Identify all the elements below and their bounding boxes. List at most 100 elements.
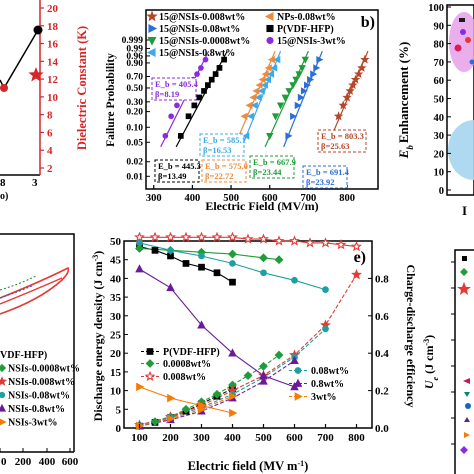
panel-b-point xyxy=(221,56,227,63)
panel-e-y2-tick-label: 0.6 xyxy=(375,311,389,323)
panel-bl-frame xyxy=(0,233,75,452)
panel-b-eb-label: E_b = 575.0 xyxy=(205,161,248,171)
panel-e-x-tick-label: 700 xyxy=(317,432,334,444)
panel-e-legend-marker xyxy=(294,392,303,401)
panel-e-point xyxy=(136,382,145,392)
panel-b-point xyxy=(290,112,298,120)
panel-e-x-axis-label: Electric field (MV m-1) xyxy=(188,459,309,474)
panel-bl-legend-marker xyxy=(0,403,7,412)
panel-rt-y-tick-label: 30 xyxy=(434,131,445,142)
panel-b-point xyxy=(350,74,361,84)
panel-e-point xyxy=(260,269,267,277)
panel-e-point xyxy=(289,235,300,246)
panel-bl-x-tick-label: 600 xyxy=(62,456,79,468)
panel-e-legend: P(VDF-HFP)0.0008wt% 0.008wt% 0.08wt% 0.8wt%… xyxy=(141,347,349,403)
panel-a-y-axis-label: Dielectric Constant (K) xyxy=(75,26,89,150)
panel-a-x-tick-2: 3 xyxy=(32,177,38,189)
panel-e-point xyxy=(229,278,236,286)
panel-b-annotation-box xyxy=(151,77,197,101)
panel-e-point xyxy=(182,260,190,267)
panel-e-frame xyxy=(123,240,373,429)
panel-f-marker-square xyxy=(462,256,467,261)
panel-b-y-tick-label: 0.90 xyxy=(126,59,143,69)
panel-e-y-tick-label: 35 xyxy=(110,292,122,304)
panel-rt-marker-square xyxy=(459,18,465,22)
panel-e-point xyxy=(304,237,316,248)
panel-a-ticks: 2 4 6 8 10 12 14 16 18 20 xyxy=(40,3,59,175)
panel-b-x-tick-label: 700 xyxy=(301,193,317,204)
panel-e-y2-tick-label: 0.4 xyxy=(375,348,389,360)
panel-rt-marker-circle-4 xyxy=(469,59,474,65)
panel-b-point xyxy=(242,132,250,140)
panel-bl-legend-marker xyxy=(0,376,8,386)
panel-e-point xyxy=(151,247,159,254)
panel-e-y-tick-label: 20 xyxy=(110,348,122,360)
panel-b-y-tick-label: 0.01 xyxy=(126,172,143,182)
panel-e-x-tick-label: 800 xyxy=(348,432,365,444)
panel-e-point xyxy=(167,414,176,423)
panel-b-annotation-box xyxy=(302,165,348,189)
panel-e-point xyxy=(320,237,331,248)
panel-rt-y-tick-label: 60 xyxy=(434,76,445,87)
panel-b-point xyxy=(260,81,268,89)
panel-rt-y-tick-label: 40 xyxy=(434,113,445,124)
panel-rt-y-tick-label: 50 xyxy=(434,95,445,106)
panel-e-legend-entry: 0.008wt% xyxy=(163,372,206,383)
panel-b-point xyxy=(338,100,348,110)
panel-b-legend-marker xyxy=(146,10,158,22)
panel-bl-legend-entry: NSIs-0.08wt% xyxy=(8,391,70,402)
panel-e-point xyxy=(273,235,285,246)
panel-f-frame xyxy=(454,249,474,474)
panel-b-eb-label: E_b = 585.1 xyxy=(203,135,246,145)
panel-e: 100 200 300 400 500 600 700 800 0 5 10 15 20 25 30 35 40… xyxy=(91,231,418,474)
panel-e-x-tick-label: 400 xyxy=(224,432,241,444)
panel-b-point xyxy=(297,93,305,102)
panel-b-point xyxy=(196,94,203,101)
panel-b-beta-label: β=25.63 xyxy=(321,141,349,151)
panel-b-point xyxy=(216,65,223,71)
panel-e-point xyxy=(227,231,238,242)
panel-e-point xyxy=(291,276,298,284)
panel-b-point xyxy=(316,55,324,64)
panel-b-point xyxy=(289,82,297,90)
panel-b-legend-entry: 15@NSIs-0.08wt% xyxy=(159,24,240,35)
panel-rt-ticks: 0 10 20 30 40 50 60 70 80 90 100 xyxy=(428,3,451,197)
panel-b-y-tick-label: 0.05 xyxy=(126,138,143,148)
panel-b-annotation-boxes: E_b = 405.4β=8.19E_b = 585.1β=16.53E_b =… xyxy=(151,77,367,189)
panel-b-x-tick-label: 500 xyxy=(223,193,239,204)
panel-rt-y-tick-label: 20 xyxy=(434,149,445,160)
panel-b-point xyxy=(205,82,211,88)
panel-a-y-tick-label: 2 xyxy=(47,163,53,175)
panel-e-point xyxy=(180,231,192,242)
panel-b-point xyxy=(194,71,200,77)
panel-b-point xyxy=(254,93,262,102)
panel-b-x-tick-label: 800 xyxy=(339,193,355,204)
panel-a: 2 4 6 8 10 12 14 16 18 20 8 3 o) Dielectric Const… xyxy=(0,0,89,202)
panel-b-point xyxy=(174,102,180,109)
panel-e-y-tick-label: 15 xyxy=(110,367,122,379)
panel-e-point xyxy=(136,239,143,247)
panel-e-y-tick-label: 45 xyxy=(110,255,122,267)
panel-b-annotation-box xyxy=(154,159,200,183)
panel-rt-y-tick-label: 90 xyxy=(434,21,445,32)
panel-b-annotation-box xyxy=(199,133,245,157)
panel-b-legend-entry: 15@NSIs-0.008wt% xyxy=(159,12,245,23)
panel-e-point xyxy=(135,264,144,273)
panel-e-point xyxy=(198,263,205,271)
panel-e-point xyxy=(166,282,175,292)
panel-b-legend-marker xyxy=(266,36,274,45)
panel-e-y-tick-label: 10 xyxy=(110,386,122,398)
panel-e-point xyxy=(274,350,284,360)
panel-b-point xyxy=(353,69,364,79)
panel-e-point xyxy=(228,348,237,357)
panel-b-y-tick-label: 0.50 xyxy=(126,84,143,94)
panel-e-point xyxy=(212,389,222,399)
panel-e-y-tick-label: 0 xyxy=(116,423,122,435)
panel-e-legend-marker xyxy=(293,378,303,387)
panel-a-y-tick-label: 4 xyxy=(47,145,53,157)
panel-b-point xyxy=(298,65,306,73)
panel-a-star-marker xyxy=(28,67,44,82)
panel-rt-x-label-fragment: I xyxy=(462,203,467,218)
panel-rt-y-axis-label: EbEnhancement (%) xyxy=(396,42,415,160)
